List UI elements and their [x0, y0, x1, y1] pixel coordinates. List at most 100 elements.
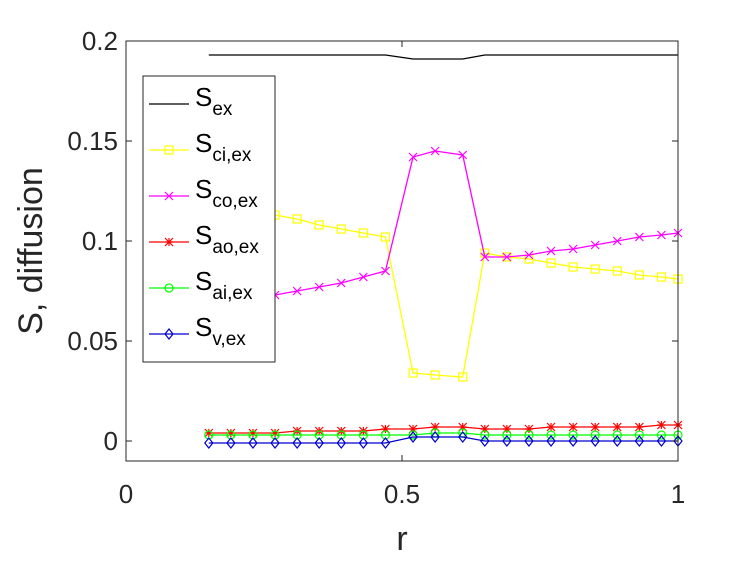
data-point [568, 430, 578, 440]
legend-entry: Sex [149, 82, 233, 120]
data-point [590, 240, 600, 250]
data-point [381, 424, 390, 434]
legend-label: Sao,ex [195, 220, 259, 258]
data-point [314, 437, 324, 449]
data-point [204, 428, 214, 438]
data-point [480, 435, 490, 447]
data-point [480, 430, 490, 440]
data-point [546, 258, 556, 268]
legend-box [142, 75, 276, 363]
data-point [590, 435, 600, 447]
data-point [568, 435, 578, 447]
data-point [292, 286, 302, 296]
y-tick-label: 0.15 [67, 126, 118, 156]
data-point [336, 437, 347, 449]
data-point [358, 437, 369, 449]
series-line [208, 204, 679, 378]
data-point [336, 430, 346, 440]
series-layer [204, 54, 683, 449]
data-point [314, 282, 324, 292]
data-point [248, 428, 258, 438]
data-point [336, 278, 346, 288]
data-point [381, 266, 390, 276]
data-point [568, 422, 578, 432]
x-tick-label: 1 [671, 479, 685, 509]
data-point [634, 270, 644, 280]
legend-swatch-marker [164, 328, 174, 340]
data-point [524, 250, 534, 260]
data-point [204, 430, 214, 440]
data-point [430, 370, 440, 380]
series-line [208, 150, 679, 308]
data-point [656, 272, 667, 282]
y-axis-label: S, diffusion [12, 167, 50, 335]
data-point [226, 437, 236, 449]
data-point [408, 368, 418, 378]
data-point [502, 424, 512, 434]
data-point [546, 430, 556, 440]
data-point [568, 244, 578, 254]
data-point [502, 430, 512, 440]
data-point [314, 430, 324, 440]
legend-label: Sv,ex [195, 312, 246, 350]
legend-label: Sex [195, 82, 233, 120]
data-point [612, 430, 622, 440]
data-point [634, 232, 644, 242]
legend-swatch-marker [164, 145, 174, 155]
data-point [612, 435, 623, 447]
data-point [656, 430, 667, 440]
data-point [358, 430, 368, 440]
data-point [656, 435, 667, 447]
data-point [226, 428, 236, 438]
x-axis-label: r [396, 520, 407, 558]
x-tick-label: 0 [119, 479, 133, 509]
data-point [458, 150, 468, 160]
data-point [480, 252, 490, 262]
data-point [612, 266, 622, 276]
legend-label: Sai,ex [195, 266, 253, 304]
data-point [568, 262, 578, 272]
data-point [590, 264, 600, 274]
data-point [502, 252, 512, 262]
series-ex [208, 54, 678, 60]
data-point [634, 435, 645, 447]
data-point [292, 214, 302, 224]
data-point [292, 437, 302, 449]
data-point [430, 431, 440, 443]
y-tick-label: 0.05 [67, 326, 118, 356]
legend-entry: Sci,ex [149, 128, 252, 166]
data-point [408, 424, 418, 434]
legend-swatch-marker [164, 237, 174, 247]
data-point [270, 430, 280, 440]
data-point [292, 430, 302, 440]
data-point [204, 437, 214, 449]
series-line [208, 54, 678, 60]
data-point [546, 435, 556, 447]
data-point [358, 272, 368, 282]
data-point [546, 246, 556, 256]
data-point [358, 228, 368, 238]
legend: Sex Sci,ex Sco,ex Sao,ex Sai,ex Sv,ex [142, 75, 276, 363]
data-point [457, 431, 468, 443]
legend-entry: Sco,ex [149, 174, 258, 212]
legend-entry: Sai,ex [149, 266, 253, 304]
legend-label: Sco,ex [195, 174, 258, 212]
data-point [430, 422, 440, 432]
data-point [524, 430, 534, 440]
data-point [408, 430, 418, 440]
legend-swatch-marker [164, 283, 174, 293]
data-point [657, 420, 666, 430]
data-point [612, 422, 622, 432]
axes-layer: 0 0.5 1 0 0.05 0.1 0.15 0.2 [67, 26, 685, 509]
data-point [612, 236, 622, 246]
series-v-ex [204, 431, 683, 449]
series-line [208, 436, 678, 444]
data-point [408, 152, 418, 162]
series-line [208, 424, 678, 434]
y-tick-label: 0.2 [82, 26, 118, 56]
data-point [270, 437, 280, 449]
series-line [208, 432, 678, 436]
data-point [408, 431, 418, 443]
data-point [480, 424, 490, 434]
data-point [270, 428, 280, 438]
